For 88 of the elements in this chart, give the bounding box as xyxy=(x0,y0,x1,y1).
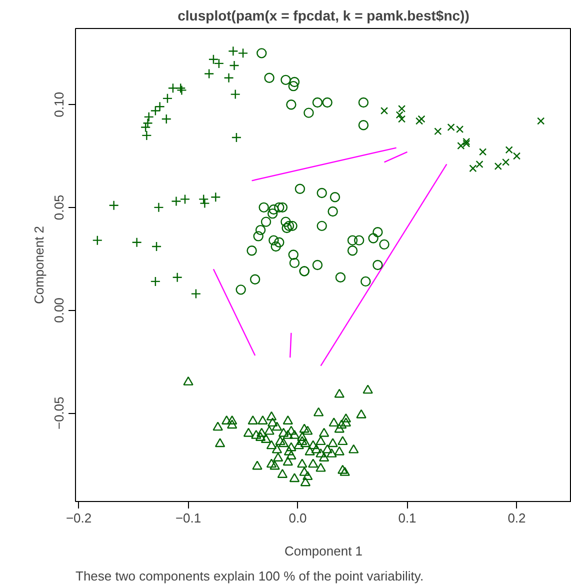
point xyxy=(282,222,292,234)
point xyxy=(380,106,388,115)
point xyxy=(190,288,202,299)
point xyxy=(274,237,284,248)
point xyxy=(372,260,383,270)
point xyxy=(168,83,178,94)
point xyxy=(312,97,323,108)
point xyxy=(396,111,404,119)
point xyxy=(494,162,502,170)
point xyxy=(258,202,269,213)
point xyxy=(368,233,378,244)
point xyxy=(379,239,390,250)
point xyxy=(372,227,383,238)
point xyxy=(322,97,332,108)
point xyxy=(208,54,219,64)
point xyxy=(512,152,521,160)
point xyxy=(398,104,406,112)
point xyxy=(347,246,358,256)
point xyxy=(268,204,279,215)
point xyxy=(354,235,364,246)
point xyxy=(161,114,172,124)
point xyxy=(162,93,173,104)
point xyxy=(150,276,161,287)
point xyxy=(288,250,298,260)
point xyxy=(253,231,264,242)
point xyxy=(316,220,327,232)
y-tick-label: 0.10 xyxy=(52,92,66,118)
point xyxy=(250,274,260,284)
point xyxy=(231,132,242,143)
point xyxy=(360,276,371,287)
x-axis-title: Component 1 xyxy=(284,544,363,558)
point xyxy=(280,216,291,227)
point xyxy=(312,260,323,270)
point xyxy=(274,202,284,213)
text: These two components explain 100 % of the point variability. xyxy=(76,568,424,584)
point xyxy=(476,160,484,168)
point xyxy=(328,206,338,217)
point xyxy=(505,146,513,154)
point xyxy=(358,120,369,130)
point xyxy=(246,246,257,256)
point xyxy=(140,122,151,132)
point xyxy=(304,108,314,118)
point xyxy=(151,241,162,252)
point xyxy=(335,272,346,282)
point xyxy=(268,235,279,246)
point xyxy=(537,117,545,125)
chart-title: clusplot(pam(x = fpcdat, k = pamk.best$nc)) xyxy=(178,8,470,24)
point xyxy=(264,72,274,83)
x-tick-label: −0.2 xyxy=(66,510,92,526)
point xyxy=(287,220,298,232)
point xyxy=(294,184,306,194)
point xyxy=(277,202,288,213)
y-tick-label: 0.00 xyxy=(52,298,66,323)
x-tick-label: 0.2 xyxy=(508,510,526,526)
x-tick-label: 0.0 xyxy=(288,510,307,526)
point xyxy=(289,258,300,268)
point xyxy=(479,148,487,156)
point xyxy=(267,208,278,219)
point xyxy=(288,80,298,92)
x-tick-label: 0.1 xyxy=(398,510,416,526)
point xyxy=(434,128,442,136)
point xyxy=(284,220,294,232)
point xyxy=(398,115,406,123)
point xyxy=(238,48,248,58)
point xyxy=(214,58,224,69)
point xyxy=(256,48,267,58)
point xyxy=(270,241,281,252)
point xyxy=(502,158,510,166)
y-tick-label: 0.05 xyxy=(52,194,66,220)
point xyxy=(289,76,300,88)
point xyxy=(330,192,340,202)
point xyxy=(236,284,246,295)
point xyxy=(280,74,291,86)
y-axis-title: Component 2 xyxy=(32,226,46,304)
point xyxy=(204,68,214,79)
point xyxy=(180,194,190,204)
point xyxy=(469,164,477,172)
point xyxy=(260,216,272,227)
point xyxy=(255,224,266,236)
point xyxy=(347,235,358,246)
point xyxy=(416,117,424,125)
y-tick-label: −0.05 xyxy=(52,396,66,430)
point xyxy=(418,115,426,123)
point xyxy=(286,100,296,110)
point xyxy=(229,60,240,71)
x-tick-label: −0.1 xyxy=(175,510,202,526)
point xyxy=(358,97,369,108)
point xyxy=(316,188,327,198)
